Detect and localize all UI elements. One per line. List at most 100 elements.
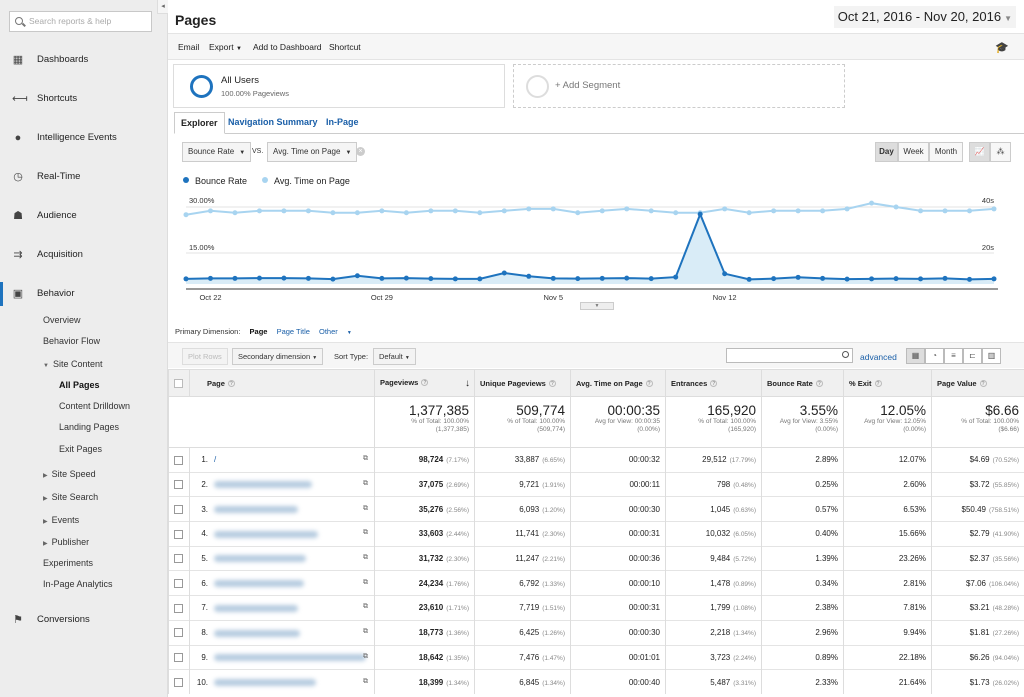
performance-view-icon[interactable]: ≡: [944, 348, 963, 364]
week-button[interactable]: Week: [898, 142, 929, 162]
avg-time-point[interactable]: [844, 206, 850, 212]
nav-site-search[interactable]: ▶ Site Search: [43, 492, 99, 502]
tab-in-page[interactable]: In-Page: [326, 117, 359, 127]
dimension-page[interactable]: Page: [249, 327, 268, 336]
remove-metric-icon[interactable]: ×: [356, 147, 365, 156]
nav-content-drilldown[interactable]: Content Drilldown: [59, 401, 131, 411]
col-page[interactable]: Page?: [189, 369, 375, 397]
open-external-icon[interactable]: ⧉: [363, 480, 368, 488]
avg-time-point[interactable]: [771, 208, 777, 214]
open-external-icon[interactable]: ⧉: [363, 529, 368, 537]
bounce-rate-point[interactable]: [918, 276, 924, 282]
dimension-page-title[interactable]: Page Title: [276, 327, 310, 336]
avg-time-point[interactable]: [893, 204, 899, 210]
sort-type-select[interactable]: Default ▼: [373, 348, 416, 365]
row-checkbox[interactable]: [168, 669, 190, 695]
nav-exit-pages[interactable]: Exit Pages: [59, 444, 103, 454]
nav-acquisition[interactable]: ⇉ Acquisition: [13, 249, 83, 261]
row-checkbox[interactable]: [168, 619, 190, 645]
segment-all-users[interactable]: All Users 100.00% Pageviews: [173, 64, 505, 108]
collapse-sidebar-button[interactable]: ◂: [157, 0, 168, 14]
nav-audience[interactable]: ☗ Audience: [13, 210, 77, 222]
bounce-rate-point[interactable]: [893, 276, 899, 282]
nav-conversions[interactable]: ⚑ Conversions: [13, 614, 90, 626]
col-unique-pageviews[interactable]: Unique Pageviews?: [474, 369, 571, 397]
bounce-rate-point[interactable]: [795, 274, 801, 280]
bounce-rate-point[interactable]: [722, 271, 728, 277]
open-external-icon[interactable]: ⧉: [363, 504, 368, 512]
add-to-dashboard-button[interactable]: Add to Dashboard: [253, 42, 322, 52]
line-chart-icon[interactable]: 📈: [969, 142, 990, 162]
graduation-cap-icon[interactable]: 🎓: [995, 42, 1009, 54]
open-external-icon[interactable]: ⧉: [363, 603, 368, 611]
row-checkbox[interactable]: [168, 644, 190, 670]
bounce-rate-point[interactable]: [526, 273, 532, 279]
tab-explorer[interactable]: Explorer: [174, 112, 225, 134]
bounce-rate-point[interactable]: [183, 276, 189, 282]
motion-chart-icon[interactable]: ⁂: [990, 142, 1011, 162]
avg-time-point[interactable]: [869, 200, 875, 206]
avg-time-point[interactable]: [599, 208, 605, 214]
row-checkbox[interactable]: [168, 521, 190, 547]
avg-time-point[interactable]: [232, 210, 238, 216]
redacted-page-link[interactable]: [214, 580, 304, 588]
avg-time-point[interactable]: [746, 210, 752, 216]
avg-time-point[interactable]: [305, 208, 311, 214]
bounce-rate-point[interactable]: [844, 276, 850, 282]
avg-time-point[interactable]: [624, 206, 630, 212]
bounce-rate-point[interactable]: [869, 276, 875, 282]
bounce-rate-point[interactable]: [697, 211, 703, 217]
bounce-rate-point[interactable]: [550, 275, 556, 281]
col-pageviews[interactable]: Pageviews? ↓: [374, 369, 475, 397]
shortcut-button[interactable]: Shortcut: [329, 42, 361, 52]
redacted-page-link[interactable]: [214, 555, 306, 563]
email-button[interactable]: Email: [178, 42, 200, 52]
table-search-input[interactable]: [726, 348, 853, 363]
avg-time-point[interactable]: [256, 208, 262, 214]
bounce-rate-point[interactable]: [599, 275, 605, 281]
avg-time-point[interactable]: [452, 208, 458, 214]
bounce-rate-point[interactable]: [330, 276, 336, 282]
avg-time-point[interactable]: [354, 210, 360, 216]
row-checkbox[interactable]: [168, 496, 190, 522]
chart-resize-handle[interactable]: ▼: [580, 302, 614, 310]
avg-time-point[interactable]: [526, 206, 532, 212]
avg-time-point[interactable]: [207, 208, 213, 214]
nav-shortcuts[interactable]: ⟻ Shortcuts: [12, 93, 78, 105]
secondary-dimension-select[interactable]: Secondary dimension ▼: [232, 348, 324, 365]
nav-intelligence-events[interactable]: ● Intelligence Events: [0, 126, 168, 150]
avg-time-point[interactable]: [330, 210, 336, 216]
month-button[interactable]: Month: [929, 142, 963, 162]
redacted-page-link[interactable]: [214, 481, 312, 489]
bounce-rate-point[interactable]: [673, 274, 679, 280]
nav-in-page-analytics[interactable]: In-Page Analytics: [43, 579, 113, 589]
bounce-rate-point[interactable]: [967, 276, 973, 282]
bounce-rate-point[interactable]: [624, 275, 630, 281]
bounce-rate-point[interactable]: [575, 276, 581, 282]
open-external-icon[interactable]: ⧉: [363, 652, 368, 660]
bounce-rate-point[interactable]: [232, 275, 238, 281]
col-page-value[interactable]: Page Value?: [931, 369, 1024, 397]
bounce-rate-point[interactable]: [281, 275, 287, 281]
nav-overview[interactable]: Overview: [43, 315, 81, 325]
redacted-page-link[interactable]: [214, 604, 298, 612]
table-view-icon[interactable]: ▦: [906, 348, 925, 364]
tab-navigation-summary[interactable]: Navigation Summary: [228, 117, 318, 127]
row-checkbox[interactable]: [168, 595, 190, 621]
date-range-picker[interactable]: Oct 21, 2016 - Nov 20, 2016 ▼: [833, 6, 1016, 28]
avg-time-point[interactable]: [428, 208, 434, 214]
redacted-page-link[interactable]: [214, 679, 316, 687]
row-checkbox[interactable]: [168, 471, 190, 497]
nav-site-content[interactable]: ▼ Site Content: [43, 359, 103, 369]
nav-behavior-flow[interactable]: Behavior Flow: [43, 336, 101, 346]
avg-time-point[interactable]: [648, 208, 654, 214]
plot-rows-button[interactable]: Plot Rows: [182, 348, 228, 365]
bounce-rate-point[interactable]: [648, 276, 654, 282]
avg-time-point[interactable]: [942, 208, 948, 214]
col-entrances[interactable]: Entrances?: [665, 369, 762, 397]
avg-time-point[interactable]: [918, 208, 924, 214]
bounce-rate-point[interactable]: [452, 276, 458, 282]
col-avg-time[interactable]: Avg. Time on Page?: [570, 369, 666, 397]
avg-time-point[interactable]: [550, 206, 556, 212]
col-exit[interactable]: % Exit?: [843, 369, 932, 397]
